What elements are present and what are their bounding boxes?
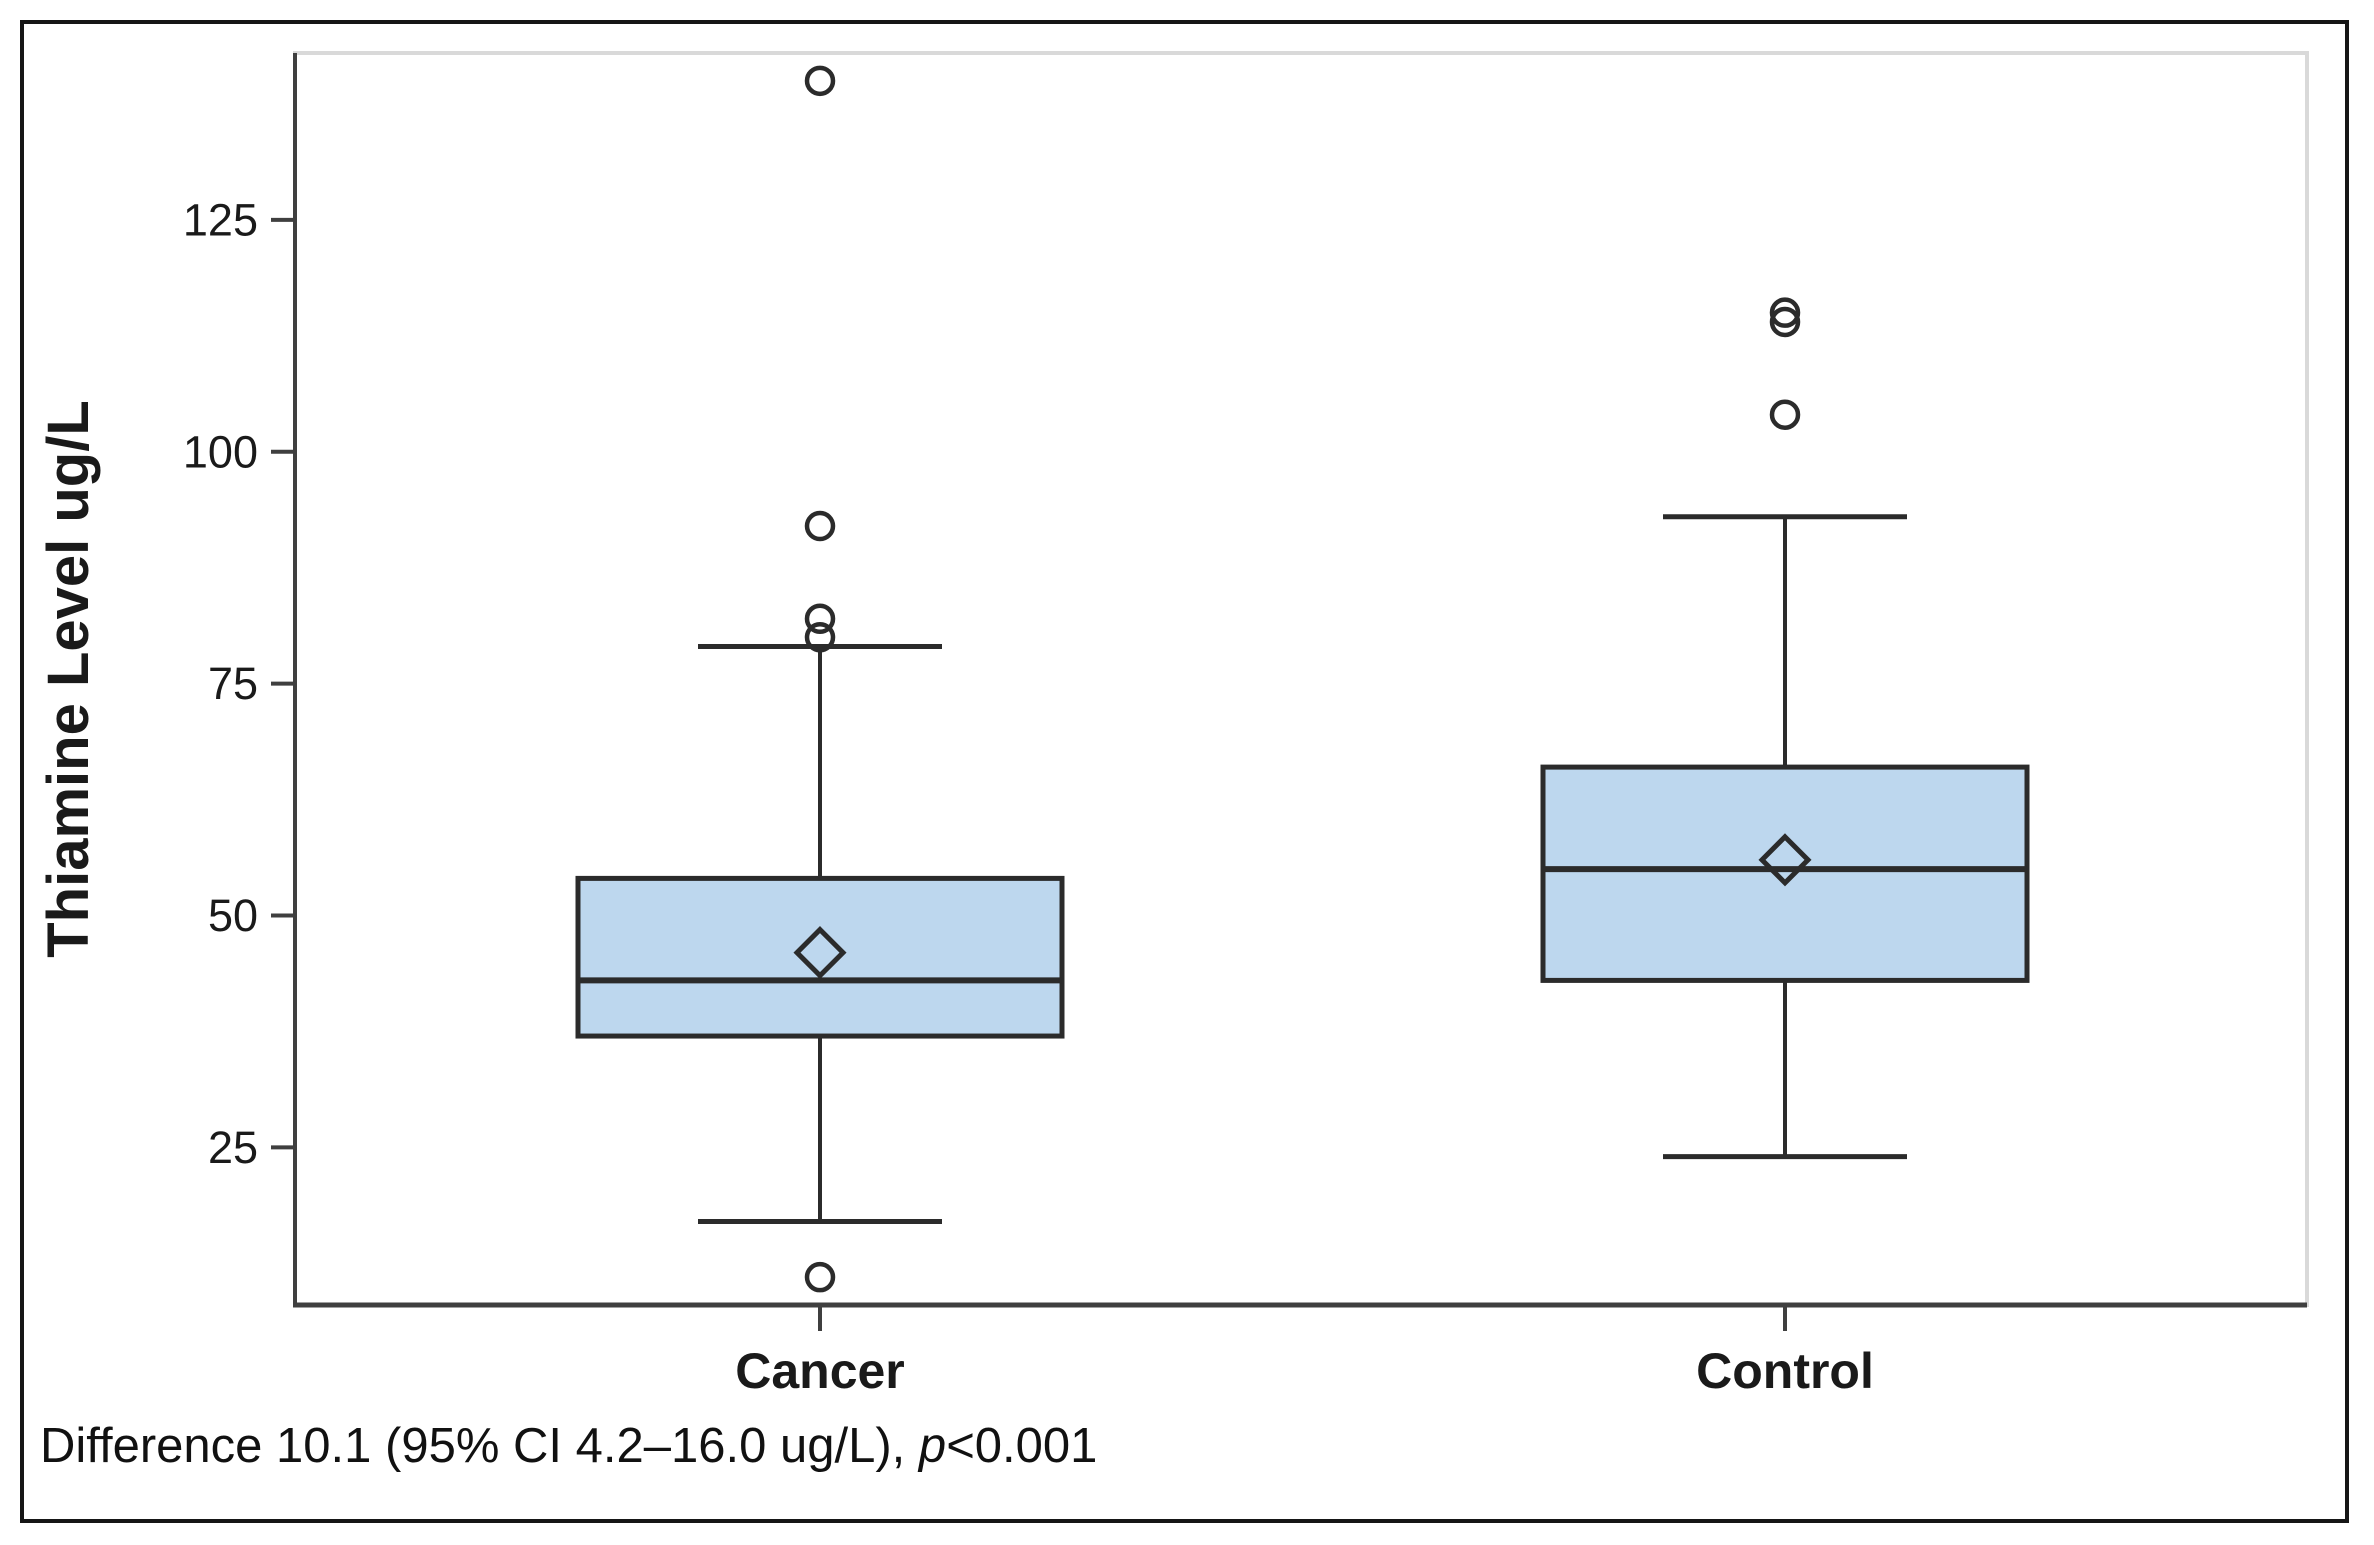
plot-marks: 25 50 75 100 125 Cancer Control [183,65,2030,1399]
cancer-mean-diamond [793,926,847,980]
y-tick-label: 75 [208,658,258,709]
difference-annotation: Difference 10.1 (95% CI 4.2–16.0 ug/L), … [40,1418,1097,1474]
control-outlier-point [1769,399,1801,430]
cancer-outlier-point [804,65,836,97]
cancer-outlier-point [804,510,836,542]
cancer-category-label: Cancer [735,1343,905,1399]
control-category-label: Control [1696,1343,1874,1399]
control-outlier-point [1769,297,1801,328]
cancer-outlier-point [804,622,836,653]
cancer-iqr-box [575,875,1065,1039]
figure-border [20,20,2349,1523]
y-axis-title: Thiamine Level ug/L [36,400,101,958]
plot-area-frame [293,51,2309,1307]
control-iqr-box [1540,764,2030,983]
annotation-p-symbol: p [918,1419,947,1473]
cancer-outlier-point [804,1261,836,1293]
control-outlier-point [1769,306,1801,338]
y-tick-label: 125 [183,194,258,245]
cancer-outlier-point [804,603,836,634]
control-mean-diamond [1758,833,1812,887]
y-tick-label: 25 [208,1122,258,1173]
annotation-suffix: <0.001 [946,1419,1098,1473]
y-tick-label: 50 [208,890,258,941]
annotation-prefix: Difference 10.1 (95% CI 4.2–16.0 ug/L), [40,1419,919,1473]
y-tick-label: 100 [183,426,258,477]
